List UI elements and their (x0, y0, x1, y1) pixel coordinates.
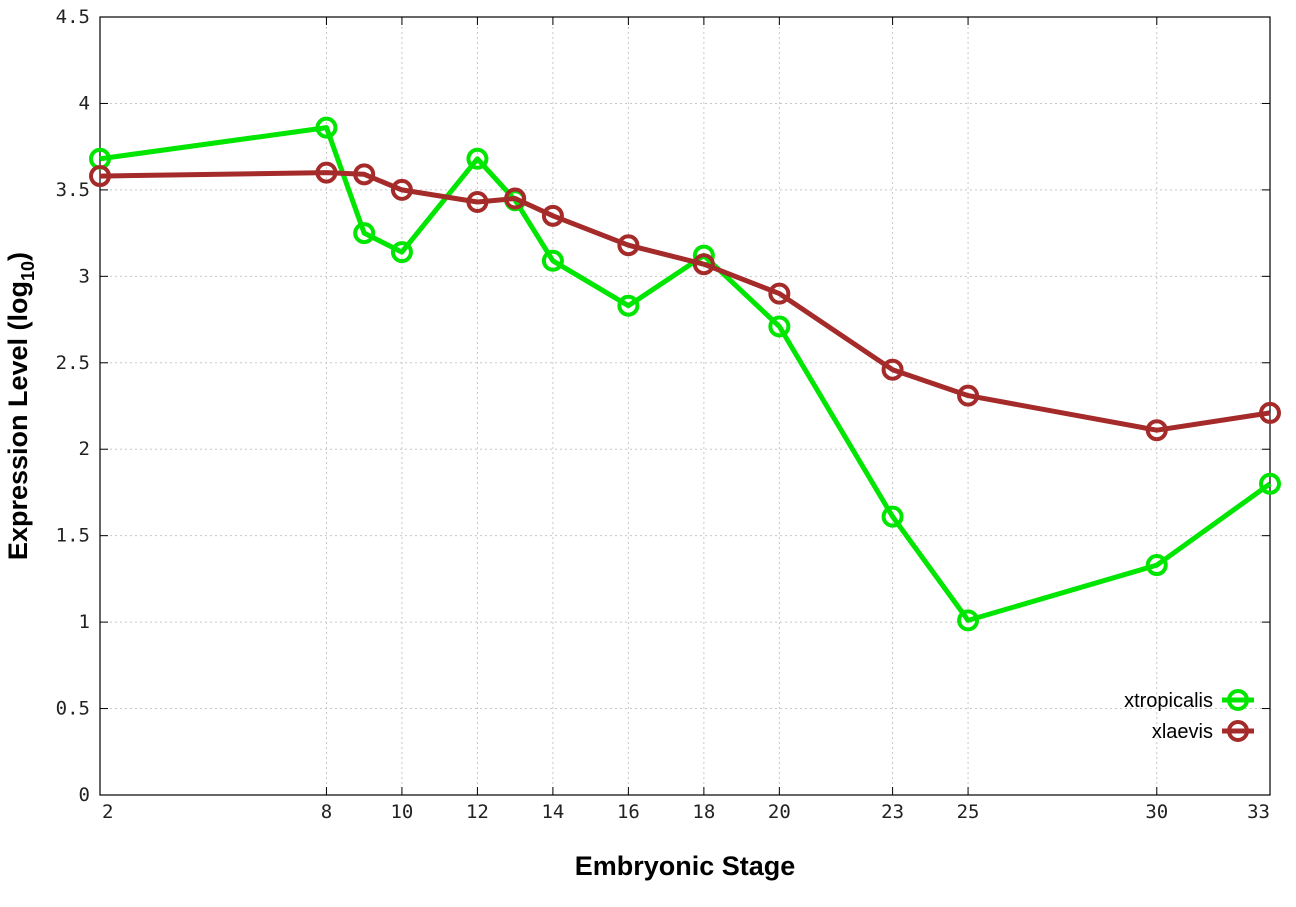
x-tick-label: 8 (321, 801, 332, 823)
x-tick-label: 12 (466, 801, 489, 823)
y-axis-title-close: ) (3, 252, 33, 261)
x-tick-label: 2 (102, 801, 113, 823)
y-tick-label: 3 (79, 265, 90, 287)
x-tick-label: 23 (881, 801, 904, 823)
data-point-xlaevis (957, 384, 980, 407)
x-tick-label: 20 (768, 801, 791, 823)
data-point-xtropicalis (390, 241, 413, 264)
y-tick-label: 1 (79, 611, 90, 633)
data-point-xtropicalis (541, 249, 564, 272)
legend-item-xlaevis: xlaevis (1152, 720, 1254, 743)
series-line-xtropicalis (99, 125, 1272, 623)
x-tick-label: 33 (1247, 801, 1270, 823)
y-tick-label: 1.5 (56, 525, 90, 547)
y-tick-label: 0.5 (56, 698, 90, 720)
series-xlaevis (89, 161, 1281, 442)
y-axis-title-main: Expression Level (log (3, 281, 33, 560)
data-point-xlaevis (353, 163, 376, 186)
data-point-xlaevis (1145, 419, 1168, 442)
data-point-xlaevis (504, 187, 527, 210)
x-axis-ticks: 2 8 10 12 14 16 18 20 23 25 30 33 (99, 17, 1271, 823)
x-tick-label: 30 (1145, 801, 1168, 823)
y-tick-label: 2 (79, 438, 90, 460)
legend-swatch-marker (1227, 720, 1249, 742)
y-axis-ticks: 0 0.5 1 1.5 2 2.5 3 3.5 4 4.5 (56, 6, 1270, 806)
x-tick-label: 16 (617, 801, 640, 823)
y-axis-title: Expression Level (log10) (3, 252, 38, 560)
data-point-xlaevis (1259, 401, 1281, 424)
data-point-xtropicalis (315, 116, 338, 139)
data-point-xtropicalis (881, 505, 904, 528)
legend: xtropicalis xlaevis (1124, 689, 1254, 743)
data-point-xlaevis (617, 234, 640, 257)
data-point-xtropicalis (957, 609, 980, 632)
y-tick-label: 4 (79, 92, 90, 114)
series-layer (89, 116, 1281, 632)
data-point-xtropicalis (1259, 472, 1281, 495)
series-line-xlaevis (99, 170, 1271, 433)
legend-item-xtropicalis: xtropicalis (1124, 689, 1254, 712)
y-axis-title-subscript: 10 (18, 261, 38, 281)
x-tick-label: 14 (541, 801, 564, 823)
series-xtropicalis (89, 116, 1281, 632)
x-axis-title: Embryonic Stage (575, 851, 796, 881)
grid-lines (100, 17, 1270, 795)
data-point-xlaevis (466, 190, 489, 213)
data-point-xlaevis (881, 358, 904, 381)
y-tick-label: 3.5 (56, 179, 90, 201)
plot-frame (99, 16, 1271, 796)
legend-label: xlaevis (1152, 721, 1213, 743)
data-point-xlaevis (315, 161, 338, 184)
x-tick-label: 10 (390, 801, 413, 823)
legend-swatch-marker (1227, 689, 1249, 711)
data-point-xtropicalis (768, 315, 791, 338)
legend-label: xtropicalis (1124, 690, 1213, 712)
data-point-xtropicalis (1145, 554, 1168, 577)
data-point-xlaevis (390, 178, 413, 201)
data-point-xlaevis (692, 253, 715, 276)
data-point-xtropicalis (466, 147, 489, 170)
x-tick-label: 25 (957, 801, 980, 823)
y-tick-label: 0 (79, 784, 90, 806)
data-point-xlaevis (89, 165, 111, 188)
data-point-xlaevis (541, 204, 564, 227)
data-point-xtropicalis (617, 294, 640, 317)
y-tick-label: 4.5 (56, 6, 90, 28)
x-tick-label: 18 (692, 801, 715, 823)
data-point-xtropicalis (353, 222, 376, 245)
y-tick-label: 2.5 (56, 352, 90, 374)
data-point-xlaevis (768, 282, 791, 305)
